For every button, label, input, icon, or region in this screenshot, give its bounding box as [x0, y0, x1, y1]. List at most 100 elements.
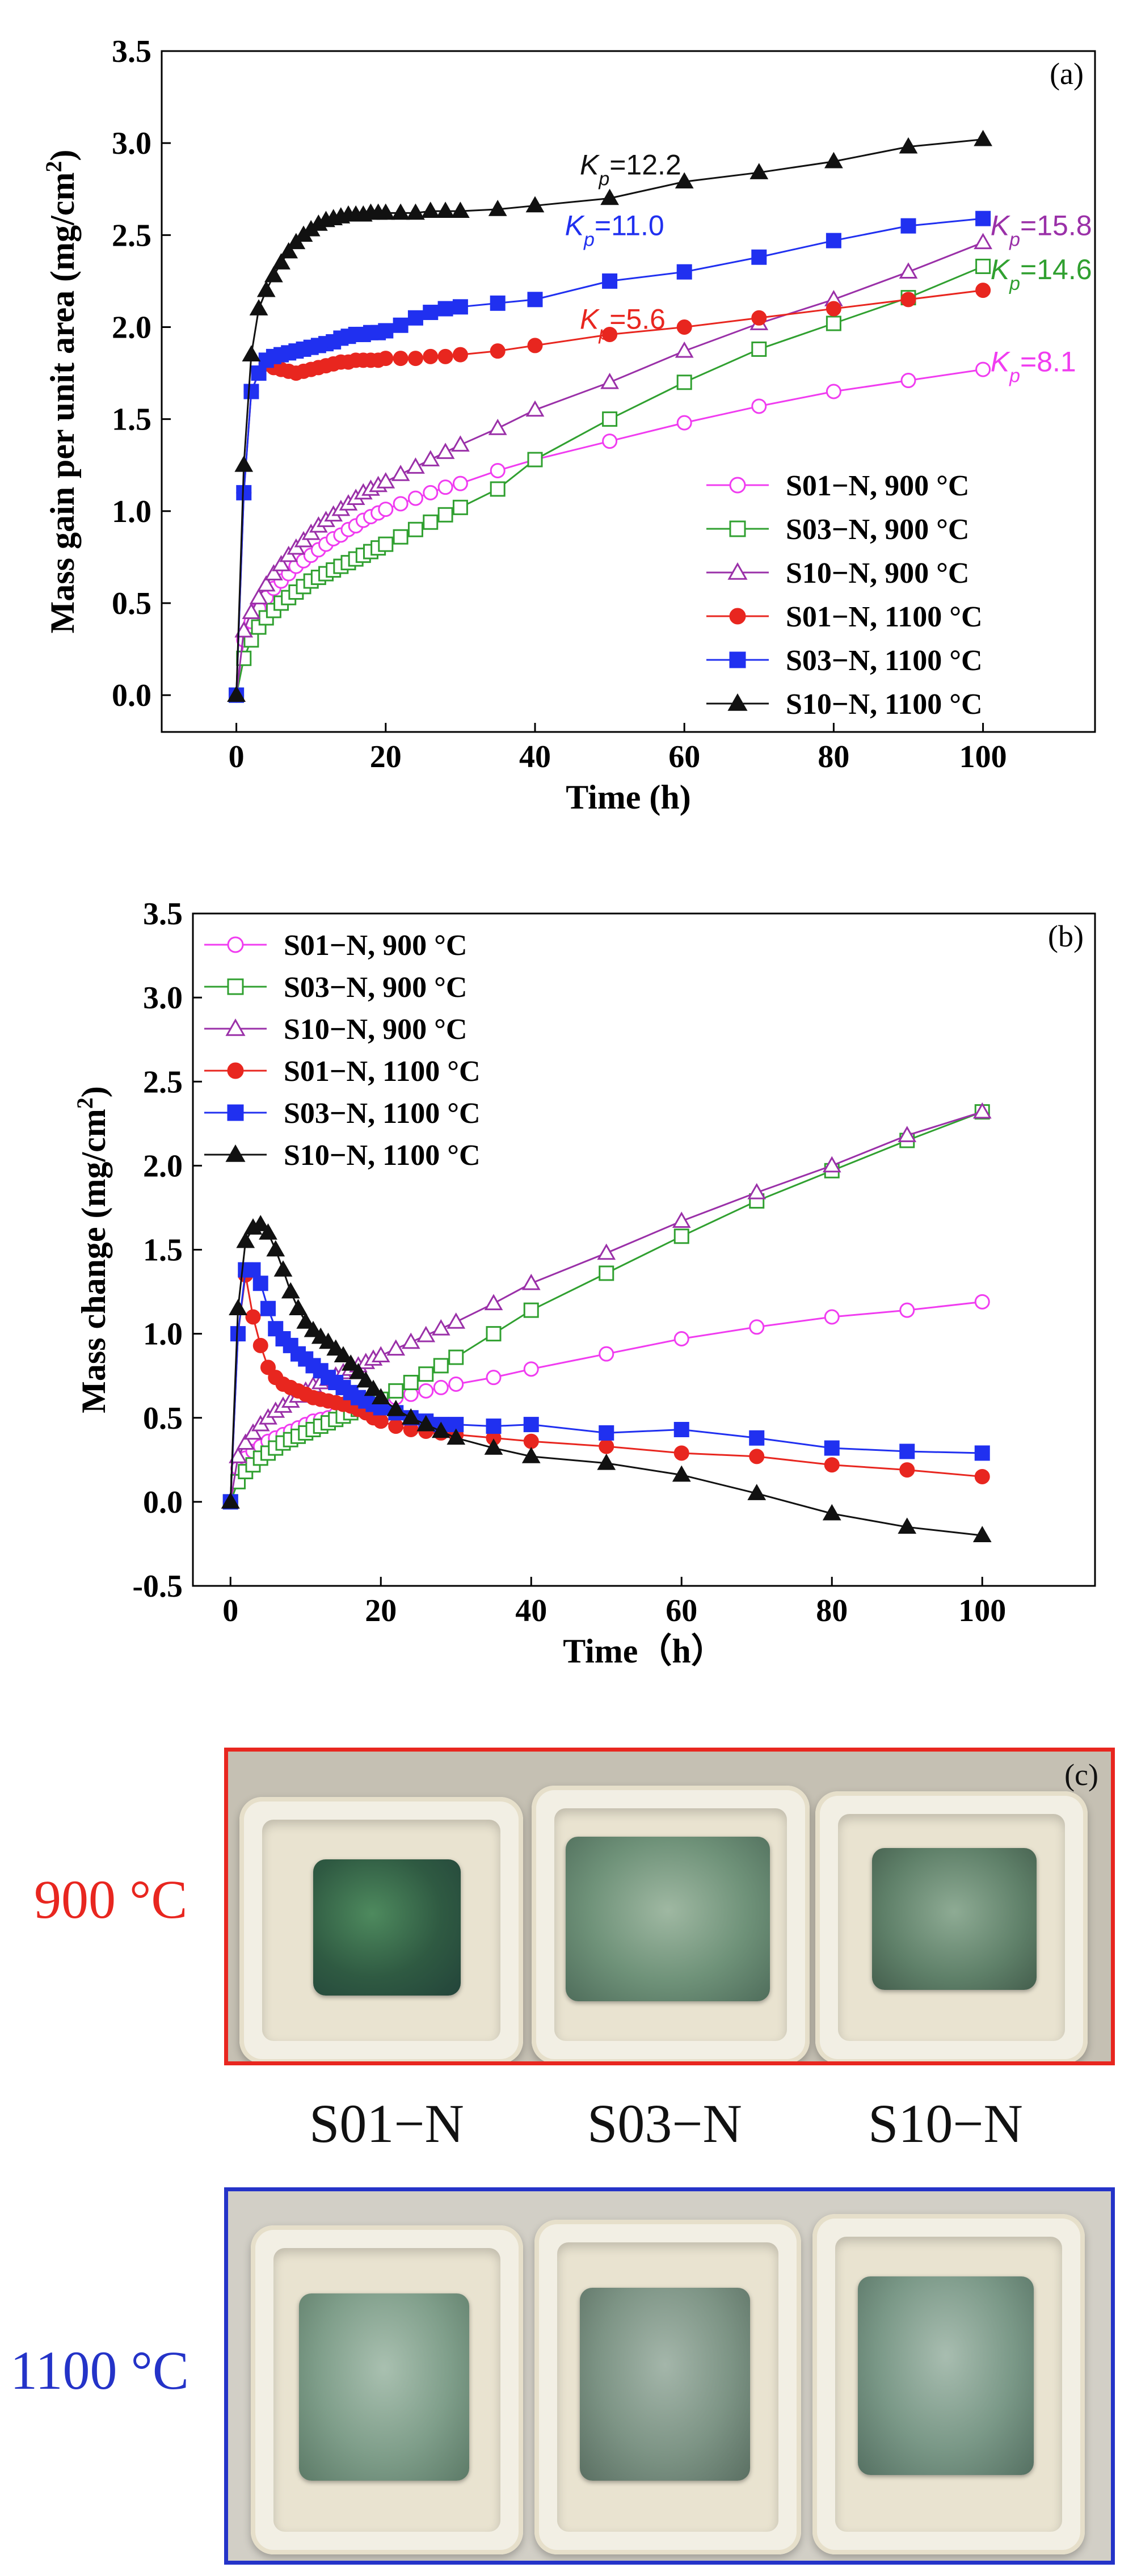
legend-label: S10−N, 1100 °C	[284, 1139, 481, 1172]
data-point	[378, 536, 394, 552]
data-point	[974, 233, 992, 250]
data-point	[898, 1517, 917, 1534]
data-point	[749, 1430, 765, 1446]
data-point	[388, 1383, 404, 1399]
legend-marker	[227, 1062, 244, 1079]
data-point	[899, 1462, 915, 1478]
crucible-s10-900	[815, 1791, 1088, 2061]
legend-label: S10−N, 900 °C	[786, 557, 969, 590]
legend-label: S01−N, 1100 °C	[284, 1055, 481, 1088]
sample-label-s03: S03−N	[587, 2093, 742, 2154]
data-point	[376, 472, 395, 489]
legend: S01−N, 900 °C S03−N, 900 °C S10−N, 900 °C S…	[204, 929, 481, 1172]
data-point	[388, 1419, 404, 1434]
x-tick-label: 40	[519, 739, 551, 775]
chart-a: 0 20 40 60 80 100 0.0 0.5 1.0 1.5 2.0 2.5 3.0 3.5 Time…	[0, 0, 1137, 851]
data-point	[356, 1371, 376, 1388]
legend-marker	[227, 936, 244, 953]
data-point	[900, 373, 916, 389]
legend-marker	[225, 1144, 246, 1162]
data-point	[401, 1332, 420, 1349]
legend-marker	[227, 1104, 244, 1121]
panel-label: (b)	[1048, 919, 1084, 953]
kp-annotation: Kp=5.6	[580, 304, 666, 344]
data-point	[448, 1377, 464, 1392]
data-point	[822, 1504, 841, 1521]
coupon-s01-900	[313, 1859, 461, 1996]
data-point	[826, 301, 841, 317]
y-tick-label: 1.0	[112, 494, 151, 529]
data-point	[527, 452, 543, 468]
x-axis-label: Time（h）	[563, 1632, 725, 1670]
data-point	[602, 433, 618, 449]
coupon-s10-900	[872, 1848, 1037, 1990]
data-point	[488, 419, 507, 435]
data-point	[433, 1358, 449, 1374]
data-point	[243, 384, 259, 399]
y-axis-label: Mass gain per unit area (mg/cm2)	[41, 150, 82, 634]
x-tick-label: 100	[958, 1593, 1006, 1628]
data-point	[900, 292, 916, 308]
legend-label: S03−N, 1100 °C	[284, 1097, 481, 1130]
data-point	[673, 1445, 689, 1461]
data-point	[673, 1331, 689, 1347]
data-point	[749, 163, 769, 179]
crucible-s01-1100	[251, 2225, 523, 2554]
data-point	[826, 384, 841, 399]
data-point	[229, 1447, 247, 1463]
x-tick-label: 60	[668, 739, 700, 775]
data-point	[423, 485, 439, 500]
data-point	[900, 218, 916, 234]
y-tick-label: 2.0	[143, 1148, 183, 1184]
data-point	[437, 348, 453, 364]
kp-annotation: Kp=15.8	[991, 209, 1092, 250]
data-point	[602, 273, 618, 289]
sample-label-s10: S10−N	[868, 2093, 1023, 2154]
series-5	[227, 129, 992, 702]
data-point	[421, 201, 440, 218]
data-point	[341, 1354, 360, 1371]
legend-label: S03−N, 1100 °C	[786, 645, 983, 677]
data-point	[416, 1325, 436, 1342]
x-axis-label: Time (h)	[566, 778, 691, 816]
y-tick-label: 1.0	[143, 1317, 183, 1352]
y-tick-label: 0.5	[143, 1401, 183, 1436]
row-label-1100: 1100 °C	[10, 2340, 189, 2401]
data-point	[484, 1294, 503, 1311]
y-tick-label: 2.5	[112, 218, 151, 253]
legend-label: S01−N, 900 °C	[786, 470, 969, 502]
legend-label: S01−N, 1100 °C	[786, 601, 983, 633]
series-4	[229, 211, 991, 703]
data-point	[245, 1262, 261, 1278]
legend-label: S03−N, 900 °C	[786, 513, 969, 546]
data-point	[899, 262, 918, 279]
legend-marker	[227, 978, 244, 995]
data-point	[676, 415, 692, 431]
data-point	[437, 507, 453, 523]
data-point	[242, 603, 261, 620]
data-point	[281, 1282, 300, 1299]
data-point	[597, 1453, 616, 1470]
data-point	[749, 1449, 765, 1464]
data-point	[418, 1366, 434, 1382]
data-point	[272, 253, 290, 270]
y-tick-label: 0.0	[143, 1485, 183, 1520]
data-point	[448, 1349, 464, 1365]
y-tick-label: 1.5	[112, 402, 151, 437]
data-point	[602, 411, 618, 427]
data-point	[376, 203, 395, 220]
series-4	[222, 1262, 990, 1510]
legend-marker	[729, 651, 746, 668]
chart-b: 0 20 40 60 80 100 -0.5 0.0 0.5 1.0 1.5 2.0 2.5 3.0 3.5…	[0, 851, 1137, 1719]
data-point	[597, 1243, 616, 1260]
legend-label: S01−N, 900 °C	[284, 929, 467, 962]
data-point	[486, 1326, 502, 1342]
plot-frame	[161, 50, 1096, 733]
data-point	[974, 1445, 990, 1461]
data-point	[236, 1231, 255, 1248]
data-point	[256, 280, 276, 297]
data-point	[672, 1465, 691, 1482]
data-point	[975, 258, 991, 274]
data-point	[431, 1421, 450, 1438]
data-point	[452, 499, 468, 515]
